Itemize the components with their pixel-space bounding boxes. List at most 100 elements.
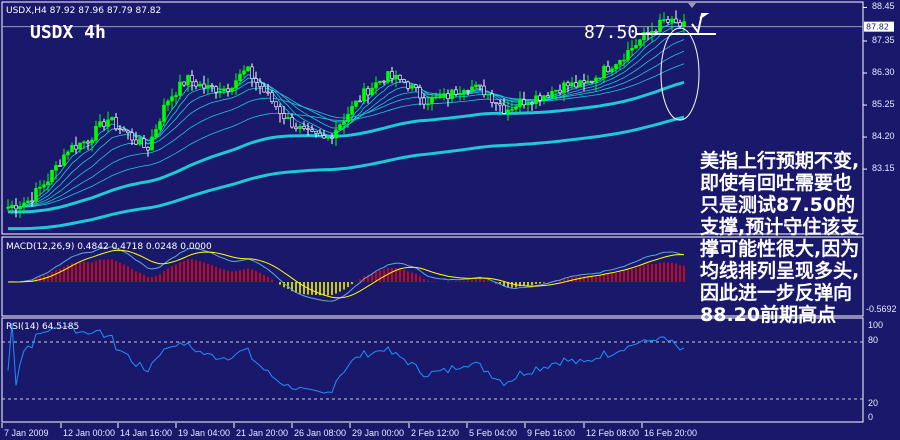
candle-body <box>598 77 602 80</box>
candle-body <box>566 82 570 87</box>
candle-body <box>54 165 58 171</box>
candle-body <box>630 48 634 51</box>
candle-body <box>682 21 686 27</box>
candle-body <box>126 130 130 134</box>
candle-body <box>78 142 82 150</box>
candle-body <box>522 99 526 106</box>
price-tick-label: 88.45 <box>872 1 895 12</box>
candle-body <box>294 126 298 129</box>
candle-body <box>234 80 238 89</box>
candle-body <box>62 154 66 166</box>
rsi-line <box>7 322 685 394</box>
candle-body <box>66 151 70 156</box>
candle-body <box>70 145 74 153</box>
candle-body <box>6 207 10 209</box>
candle-body <box>606 65 610 73</box>
candle-body <box>314 130 318 134</box>
candle-body <box>110 117 114 121</box>
candle-body <box>626 49 630 61</box>
candle-body <box>494 102 498 104</box>
rsi-panel-frame <box>1 317 864 423</box>
candle-body <box>438 96 442 98</box>
time-tick-label: 2 Feb 12:00 <box>411 428 460 438</box>
analysis-annotation: 美指上行预期不变,即使有回吐需要也只是测试87.50的支撑,预计守住该支撑可能性… <box>700 150 860 326</box>
candle-body <box>146 147 150 151</box>
candle-body <box>586 80 590 84</box>
candle-body <box>42 184 46 188</box>
candle-body <box>310 129 314 132</box>
candle-body <box>34 188 38 202</box>
candle-body <box>166 100 170 106</box>
candle-body <box>562 82 566 93</box>
time-tick-label: 5 Feb 04:00 <box>469 428 518 438</box>
candle-body <box>594 77 598 83</box>
up-arrow-icon <box>691 13 710 35</box>
candle-body <box>122 128 126 132</box>
moving-average-line <box>7 30 685 208</box>
candle-body <box>246 66 250 72</box>
rsi-scale-20: 20 <box>868 398 879 408</box>
candle-body <box>162 104 166 122</box>
candle-body <box>290 117 294 128</box>
moving-average-line <box>7 39 685 208</box>
candle-body <box>478 84 482 87</box>
candle-body <box>502 104 506 114</box>
candle-body <box>50 169 54 183</box>
candle-body <box>94 126 98 141</box>
time-tick-label: 14 Jan 16:00 <box>120 428 173 438</box>
candle-body <box>274 101 278 108</box>
candle-body <box>250 66 254 79</box>
candle-body <box>26 200 30 204</box>
chart-title: USDX 4h <box>30 22 106 43</box>
macd-panel-frame <box>1 236 864 317</box>
candle-body <box>510 109 514 111</box>
time-tick-label: 29 Jan 00:00 <box>352 428 405 438</box>
candle-body <box>622 59 626 62</box>
candle-body <box>46 181 50 186</box>
candle-body <box>170 96 174 102</box>
candle-body <box>634 45 638 49</box>
candle-body <box>422 97 426 105</box>
candle-body <box>278 106 282 114</box>
candle-body <box>578 80 582 88</box>
candle-body <box>346 114 350 122</box>
price-tick-label: 85.25 <box>872 99 895 110</box>
support-level-label: 87.50 <box>584 22 639 43</box>
macd-signal-line <box>7 249 685 299</box>
candle-body <box>558 89 562 93</box>
candle-body <box>482 85 486 96</box>
candle-body <box>174 95 178 98</box>
moving-average-line <box>7 24 685 208</box>
shift-marker-icon <box>688 3 696 8</box>
candle-body <box>434 96 438 99</box>
candle-body <box>458 93 462 95</box>
candle-body <box>498 103 502 106</box>
candle-body <box>446 93 450 100</box>
candle-body <box>262 86 266 93</box>
candle-body <box>382 80 386 83</box>
time-tick-label: 12 Feb 08:00 <box>586 428 640 438</box>
candle-body <box>90 139 94 144</box>
candle-body <box>526 102 530 106</box>
candle-body <box>98 121 102 127</box>
candle-body <box>442 93 446 97</box>
candle-body <box>58 165 62 167</box>
candle-body <box>430 96 434 105</box>
candle-body <box>158 121 162 130</box>
time-tick-label: 16 Feb 20:00 <box>644 428 698 438</box>
candle-body <box>154 129 158 138</box>
candle-body <box>142 138 146 148</box>
candle-body <box>450 89 454 100</box>
candle-body <box>14 205 18 210</box>
time-tick-label: 9 Feb 16:00 <box>527 428 576 438</box>
candle-body <box>318 132 322 136</box>
time-tick-label: 7 Jan 2009 <box>4 428 49 438</box>
candle-body <box>114 117 118 129</box>
price-tick-label: 83.15 <box>872 163 895 174</box>
candle-body <box>222 88 226 92</box>
time-tick-label: 12 Jan 00:00 <box>63 428 116 438</box>
candle-body <box>38 186 42 189</box>
candle-body <box>466 90 470 92</box>
candle-body <box>426 103 430 106</box>
